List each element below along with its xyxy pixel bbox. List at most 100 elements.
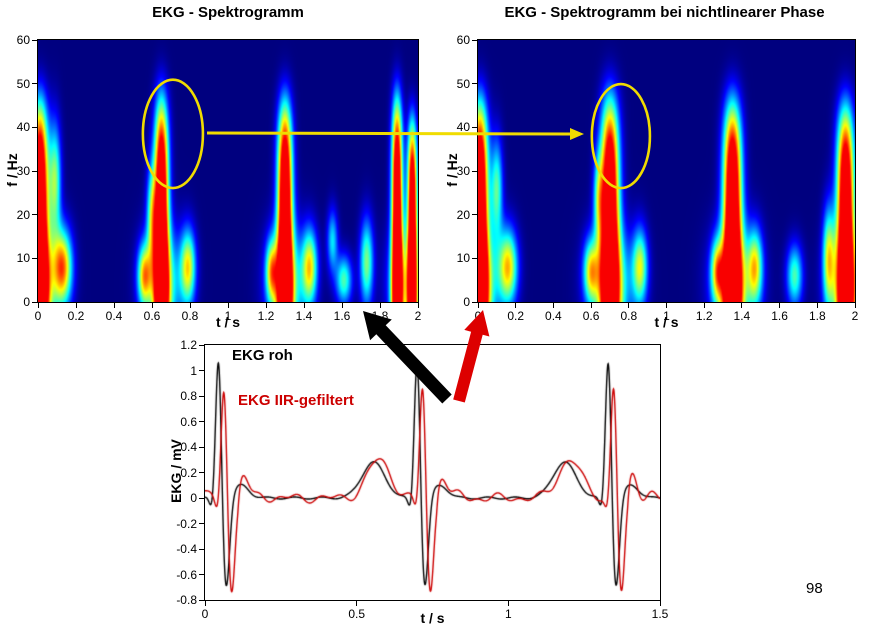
tick-label: 1.4 — [295, 309, 313, 323]
tick-mark — [265, 303, 267, 308]
tick-mark — [199, 472, 204, 473]
tick-label: 1.5 — [651, 607, 669, 621]
tick-label: 1.2 — [695, 309, 713, 323]
tick-mark — [628, 303, 630, 308]
tick-mark — [199, 344, 204, 346]
tick-label: 0.4 — [105, 309, 123, 323]
spectrogram-left-xlabel: t / s — [215, 314, 241, 330]
tick-mark — [189, 303, 191, 308]
tick-mark — [472, 126, 477, 128]
tick-label: 0.2 — [67, 309, 85, 323]
tick-mark — [199, 497, 204, 499]
tick-mark — [472, 39, 477, 41]
tick-label: 30 — [16, 164, 30, 178]
tick-mark — [113, 303, 115, 308]
tick-mark — [341, 303, 343, 308]
tick-mark — [703, 303, 705, 308]
tick-label: 0 — [23, 295, 30, 309]
page-number: 98 — [806, 580, 823, 597]
tick-mark — [515, 303, 517, 308]
tick-label: 10 — [456, 251, 470, 266]
tick-label: -0.2 — [176, 516, 197, 531]
tick-label: 0 — [190, 491, 197, 505]
spectrogram-left-title: EKG - Spektrogramm — [152, 4, 304, 21]
tick-label: 1 — [663, 309, 670, 323]
tick-mark — [417, 303, 419, 308]
tick-mark — [32, 301, 37, 303]
tick-label: 0.6 — [582, 309, 600, 323]
tick-label: 40 — [456, 120, 470, 135]
tick-label: 1 — [224, 309, 232, 323]
tick-label: 1.2 — [180, 338, 197, 352]
tick-label: -0.8 — [176, 593, 197, 607]
tick-mark — [379, 303, 381, 308]
tick-label: 0.2 — [180, 465, 197, 480]
tick-mark — [741, 303, 743, 308]
tick-label: 60 — [456, 33, 470, 47]
tick-label: 0.5 — [348, 607, 365, 621]
ekg-plot-canvas — [204, 344, 661, 601]
tick-mark — [199, 421, 204, 422]
legend-ekg-iir-gefiltert: EKG IIR-gefiltert — [238, 392, 354, 409]
spectrogram-right-canvas — [477, 39, 856, 303]
tick-mark — [854, 303, 856, 308]
tick-label: 10 — [16, 251, 30, 266]
tick-mark — [659, 601, 661, 606]
tick-mark — [472, 301, 477, 303]
tick-mark — [472, 214, 477, 216]
tick-mark — [204, 601, 206, 606]
tick-mark — [507, 601, 509, 606]
tick-label: 2 — [851, 309, 859, 323]
tick-mark — [199, 446, 204, 448]
tick-label: 1 — [504, 607, 512, 621]
tick-mark — [816, 303, 818, 308]
tick-mark — [472, 170, 477, 172]
tick-label: 0.6 — [180, 414, 197, 429]
tick-mark — [472, 83, 477, 85]
tick-mark — [32, 39, 37, 41]
tick-mark — [227, 303, 229, 308]
tick-label: 1.6 — [771, 309, 788, 323]
tick-mark — [32, 126, 37, 128]
spectrogram-left-canvas — [37, 39, 419, 303]
tick-mark — [37, 303, 39, 308]
tick-mark — [199, 395, 204, 397]
tick-mark — [356, 601, 358, 606]
tick-label: 50 — [16, 76, 30, 91]
tick-mark — [666, 303, 667, 308]
tick-label: 0.6 — [143, 309, 161, 323]
tick-mark — [472, 257, 477, 259]
tick-mark — [151, 303, 153, 308]
tick-label: 0.8 — [181, 309, 199, 323]
tick-mark — [303, 303, 305, 308]
tick-mark — [199, 523, 204, 524]
tick-label: 1.8 — [371, 309, 389, 323]
tick-mark — [199, 574, 204, 575]
tick-label: 1.4 — [733, 309, 751, 323]
tick-label: 0 — [201, 607, 209, 621]
tick-mark — [590, 303, 592, 308]
tick-mark — [32, 214, 37, 216]
tick-label: 1.2 — [257, 309, 275, 323]
tick-label: 50 — [456, 76, 470, 91]
tick-label: 0.8 — [620, 309, 638, 323]
tick-label: 60 — [16, 33, 30, 47]
tick-label: 1.6 — [333, 309, 351, 323]
tick-mark — [199, 370, 204, 371]
spectrogram-right-title: EKG - Spektrogramm bei nichtlinearer Pha… — [504, 4, 825, 21]
tick-label: 0.8 — [180, 389, 197, 403]
tick-mark — [32, 170, 37, 172]
tick-label: 40 — [16, 120, 30, 135]
tick-mark — [32, 83, 37, 85]
tick-label: 0.4 — [545, 309, 562, 323]
tick-label: 20 — [16, 207, 30, 222]
tick-label: 20 — [456, 207, 470, 222]
tick-mark — [199, 599, 204, 601]
tick-label: 0.4 — [180, 440, 197, 454]
tick-mark — [199, 548, 204, 550]
tick-label: 0.2 — [507, 309, 525, 323]
tick-mark — [75, 303, 77, 308]
tick-label: 30 — [456, 164, 470, 178]
legend-ekg-roh: EKG roh — [232, 347, 293, 364]
